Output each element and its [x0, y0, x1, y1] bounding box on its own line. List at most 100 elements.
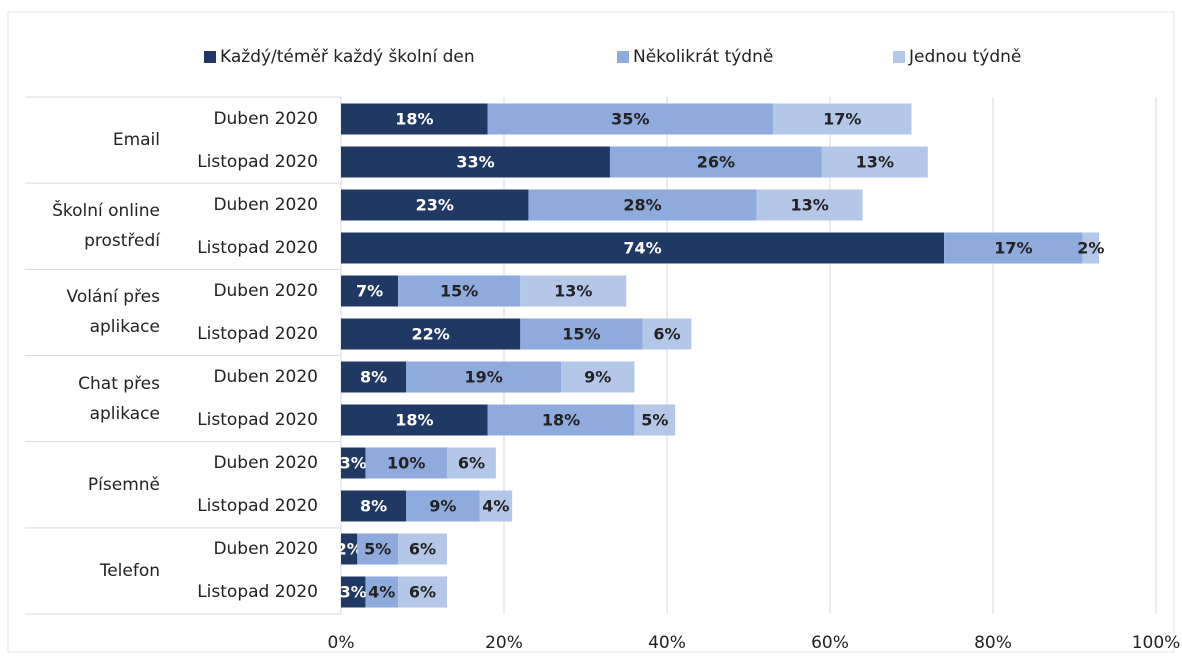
bar-segment	[341, 146, 610, 178]
bar-segment	[479, 490, 513, 522]
value-label: 18%	[395, 411, 433, 430]
bar-segment	[398, 533, 447, 565]
group-label: Chat přes aplikace	[78, 373, 160, 424]
value-label: 2%	[336, 540, 363, 559]
value-label: 18%	[542, 411, 580, 430]
value-label: 19%	[464, 368, 502, 387]
value-label: 6%	[653, 325, 680, 344]
bar-segment	[341, 189, 529, 221]
bar-segment	[446, 447, 496, 479]
value-label: 33%	[456, 153, 494, 172]
group-label: Volání přes aplikace	[66, 287, 160, 338]
group-label: Písemně	[87, 474, 160, 495]
value-label: 35%	[611, 110, 649, 129]
y-tick-label: Listopad 2020	[197, 238, 318, 258]
chart-border	[7, 11, 1175, 653]
bar-segment	[341, 103, 488, 135]
y-tick-label: Listopad 2020	[197, 496, 318, 516]
y-tick-label: Listopad 2020	[197, 324, 318, 344]
bar-segment	[1082, 232, 1099, 264]
value-label: 8%	[360, 368, 387, 387]
group-label: Email	[112, 130, 160, 151]
value-label: 26%	[697, 153, 735, 172]
bar-segment	[341, 490, 407, 522]
value-label: 6%	[409, 583, 436, 602]
x-tick-label: 100%	[1132, 633, 1181, 653]
bar-segment	[406, 361, 562, 393]
value-label: 23%	[416, 196, 454, 215]
value-label: 15%	[440, 282, 478, 301]
value-label: 10%	[387, 454, 425, 473]
value-label: 13%	[856, 153, 894, 172]
value-label: 13%	[554, 282, 592, 301]
bar-segment	[756, 189, 863, 221]
value-label: 2%	[1077, 239, 1104, 258]
x-tick-label: 80%	[974, 633, 1012, 653]
legend-swatch	[893, 51, 905, 63]
value-label: 13%	[790, 196, 828, 215]
bar-segment	[944, 232, 1083, 264]
bar-segment	[341, 533, 358, 565]
bar-segment	[528, 189, 757, 221]
value-label: 6%	[409, 540, 436, 559]
x-tick-label: 20%	[485, 633, 523, 653]
x-tick-label: 0%	[328, 633, 355, 653]
x-tick-label: 40%	[648, 633, 686, 653]
bar-segment	[487, 404, 635, 436]
bar-segment	[406, 490, 480, 522]
value-label: 74%	[623, 239, 661, 258]
bar-segment	[365, 447, 447, 479]
bar-segment	[821, 146, 928, 178]
y-tick-label: Listopad 2020	[197, 582, 318, 602]
group-label: Telefon	[99, 560, 160, 581]
group-label: Školní online prostředí	[52, 201, 160, 252]
value-label: 9%	[584, 368, 611, 387]
legend-label: Několikrát týdně	[633, 47, 773, 67]
bar-segment	[341, 318, 521, 350]
value-label: 8%	[360, 497, 387, 516]
y-tick-label: Duben 2020	[213, 195, 318, 215]
bar-segment	[341, 232, 945, 264]
value-label: 17%	[994, 239, 1032, 258]
bar-segment	[341, 404, 488, 436]
y-tick-label: Duben 2020	[213, 281, 318, 301]
bar-segment	[341, 275, 399, 307]
bar-segment	[398, 275, 521, 307]
y-tick-label: Listopad 2020	[197, 152, 318, 172]
value-label: 28%	[623, 196, 661, 215]
bar-segment	[341, 576, 366, 608]
value-label: 3%	[340, 583, 367, 602]
value-label: 3%	[340, 454, 367, 473]
value-label: 15%	[562, 325, 600, 344]
value-label: 5%	[641, 411, 668, 430]
bar-segment	[341, 447, 366, 479]
bar-segment	[520, 318, 643, 350]
value-label: 4%	[482, 497, 509, 516]
y-tick-label: Duben 2020	[213, 453, 318, 473]
y-tick-label: Duben 2020	[213, 367, 318, 387]
bar-segment	[561, 361, 635, 393]
bar-segment	[642, 318, 692, 350]
bar-segment	[772, 103, 912, 135]
legend-label: Každý/téměř každý školní den	[220, 47, 475, 67]
bar-segment	[365, 576, 399, 608]
bar-segment	[609, 146, 822, 178]
bar-segment	[341, 361, 407, 393]
value-label: 17%	[823, 110, 861, 129]
y-tick-label: Listopad 2020	[197, 410, 318, 430]
value-label: 6%	[458, 454, 485, 473]
bar-segment	[634, 404, 676, 436]
legend-label: Jednou týdně	[908, 47, 1021, 67]
bar-segment	[357, 533, 399, 565]
value-label: 7%	[356, 282, 383, 301]
y-tick-label: Duben 2020	[213, 539, 318, 559]
x-tick-label: 60%	[811, 633, 849, 653]
bar-segment	[520, 275, 627, 307]
value-label: 5%	[364, 540, 391, 559]
value-label: 4%	[368, 583, 395, 602]
bar-segment	[487, 103, 773, 135]
value-label: 22%	[412, 325, 450, 344]
value-label: 18%	[395, 110, 433, 129]
